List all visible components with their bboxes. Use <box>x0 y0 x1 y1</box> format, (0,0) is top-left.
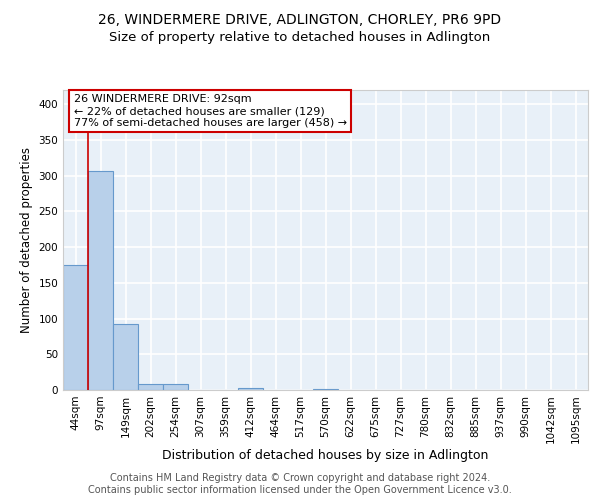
X-axis label: Distribution of detached houses by size in Adlington: Distribution of detached houses by size … <box>163 449 488 462</box>
Bar <box>113 324 138 390</box>
Text: Size of property relative to detached houses in Adlington: Size of property relative to detached ho… <box>109 31 491 44</box>
Bar <box>163 384 188 390</box>
Bar <box>238 388 263 390</box>
Bar <box>88 170 113 390</box>
Text: 26 WINDERMERE DRIVE: 92sqm
← 22% of detached houses are smaller (129)
77% of sem: 26 WINDERMERE DRIVE: 92sqm ← 22% of deta… <box>74 94 347 128</box>
Text: Contains HM Land Registry data © Crown copyright and database right 2024.
Contai: Contains HM Land Registry data © Crown c… <box>88 474 512 495</box>
Bar <box>313 388 338 390</box>
Bar <box>138 384 163 390</box>
Y-axis label: Number of detached properties: Number of detached properties <box>20 147 33 333</box>
Bar <box>63 265 88 390</box>
Text: 26, WINDERMERE DRIVE, ADLINGTON, CHORLEY, PR6 9PD: 26, WINDERMERE DRIVE, ADLINGTON, CHORLEY… <box>98 12 502 26</box>
